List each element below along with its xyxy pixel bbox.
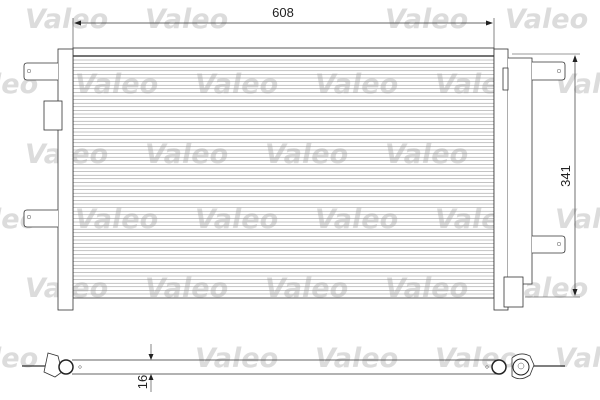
width-dimension xyxy=(72,18,495,48)
valeo-watermark: Valeo xyxy=(75,69,158,100)
right-tank xyxy=(493,48,566,311)
valeo-watermark: Valeo xyxy=(315,343,398,374)
side-view xyxy=(22,352,565,380)
valeo-watermark: Valeo xyxy=(75,204,158,235)
valeo-watermark: Valeo xyxy=(145,4,228,35)
valeo-watermark: Valeo xyxy=(385,273,468,304)
valeo-watermark: Valeo xyxy=(315,69,398,100)
width-label: 608 xyxy=(272,5,294,20)
valeo-watermark: Valeo xyxy=(195,343,278,374)
valeo-watermark: Valeo xyxy=(195,69,278,100)
valeo-watermark: Valeo xyxy=(25,4,108,35)
valeo-watermark: Valeo xyxy=(555,204,600,235)
valeo-watermark: Valeo xyxy=(195,204,278,235)
valeo-watermark: Valeo xyxy=(145,273,228,304)
core-fins xyxy=(73,59,494,295)
depth-label: 16 xyxy=(135,375,150,389)
valeo-watermarks: Valeo Valeo Valeo Valeo Valeo Valeo Valeo Valeo… xyxy=(0,4,600,374)
valeo-watermark: Valeo xyxy=(315,204,398,235)
valeo-watermark: Valeo xyxy=(265,139,348,170)
valeo-watermark: Valeo xyxy=(555,343,600,374)
depth-dimension xyxy=(148,344,154,392)
height-label: 341 xyxy=(558,165,573,187)
left-tank xyxy=(23,48,74,311)
valeo-watermark: Valeo xyxy=(505,4,588,35)
valeo-watermark: Valeo xyxy=(385,139,468,170)
valeo-watermark: Valeo xyxy=(145,139,228,170)
valeo-watermark: Valeo xyxy=(0,343,38,374)
valeo-watermark: Valeo xyxy=(265,273,348,304)
valeo-watermark: Valeo xyxy=(385,4,468,35)
height-dimension xyxy=(512,53,580,298)
